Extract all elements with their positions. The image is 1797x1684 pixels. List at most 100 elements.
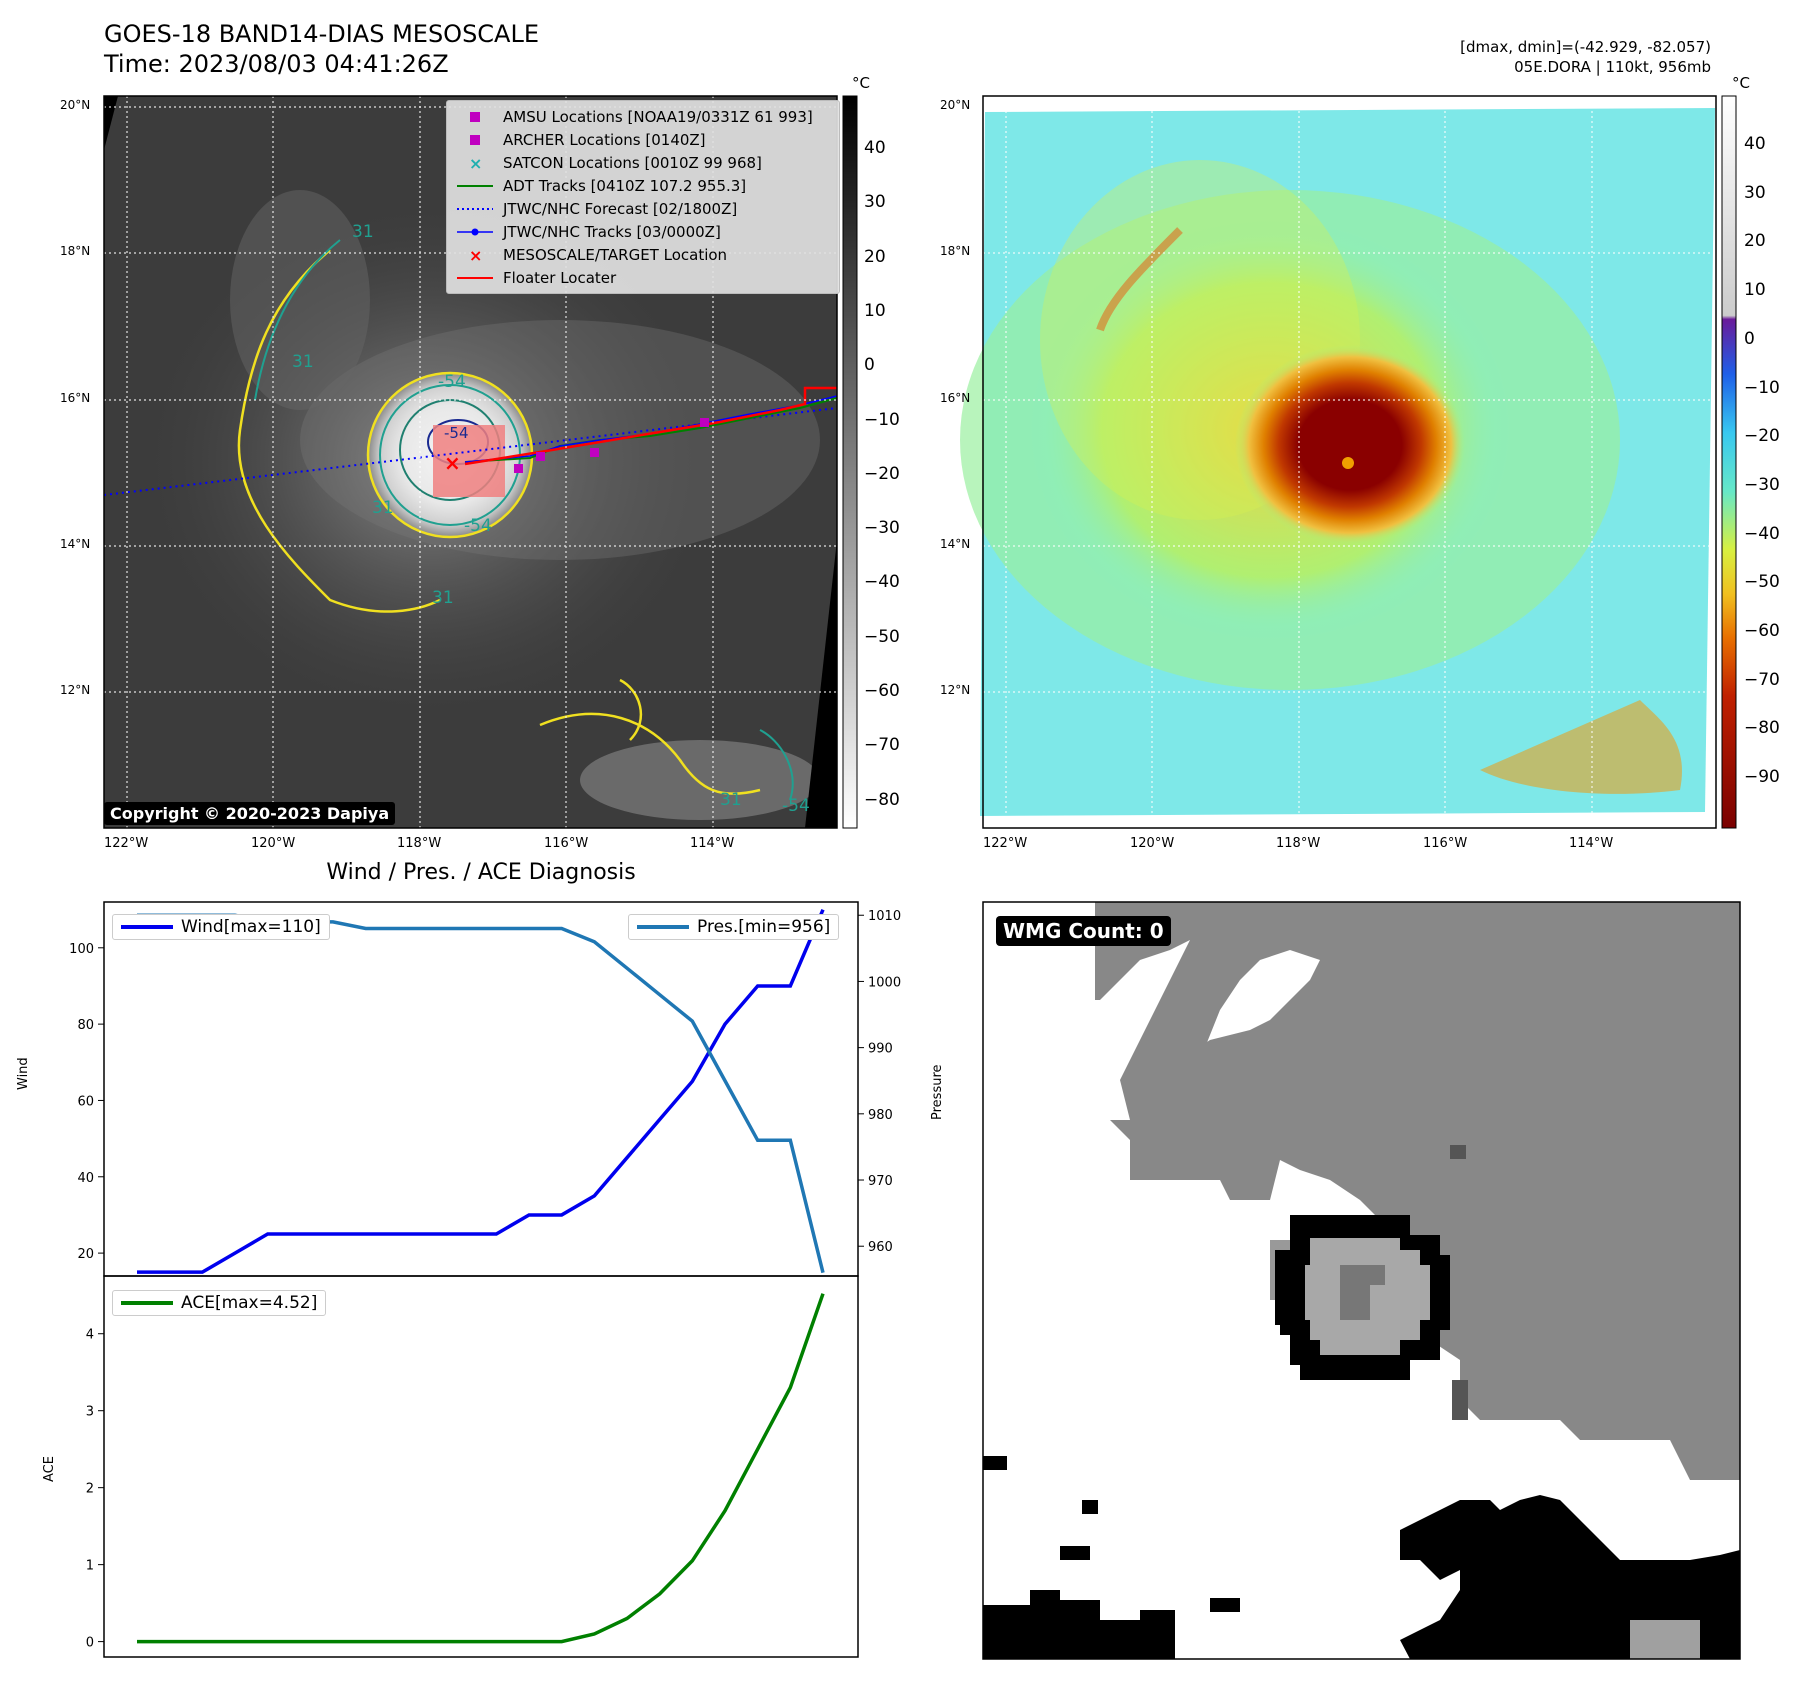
- legend-label: JTWC/NHC Tracks [03/0000Z]: [503, 222, 721, 241]
- colorbar-tick-label: −30: [864, 518, 900, 539]
- wind-tick-label: 20: [77, 1247, 94, 1262]
- lon-label: 114°W: [1569, 836, 1614, 851]
- legend-item-amsu: AMSU Locations [NOAA19/0331Z 61 993]: [455, 105, 831, 128]
- ace-tick-label: 0: [86, 1636, 94, 1651]
- lat-label: 16°N: [940, 391, 971, 405]
- wind-series-line: [137, 908, 825, 1274]
- legend-label: SATCON Locations [0010Z 99 968]: [503, 153, 762, 172]
- lon-label: 114°W: [690, 836, 735, 851]
- pressure-series-line: [137, 913, 825, 1274]
- ace-axis-label: ACE: [42, 1456, 57, 1482]
- legend-label: AMSU Locations [NOAA19/0331Z 61 993]: [503, 107, 813, 126]
- colorbar-tick-label: 30: [864, 192, 886, 213]
- pressure-tick-label: 980: [868, 1108, 893, 1123]
- colorbar-tick-label: −40: [1744, 523, 1780, 544]
- colorbar-tick-label: −60: [1744, 621, 1780, 641]
- lon-label: 116°W: [1423, 836, 1468, 851]
- lon-label: 122°W: [104, 836, 149, 851]
- lat-label: 16°N: [60, 391, 91, 405]
- contour-label: 31: [372, 498, 394, 518]
- colorbar-tick-label: 40: [1744, 134, 1766, 154]
- lon-label: 116°W: [544, 836, 589, 851]
- contour-label: 31: [720, 790, 742, 810]
- wind-legend-label: Wind[max=110]: [181, 917, 321, 937]
- square-marker-icon: [470, 111, 480, 122]
- colorbar-tick-label: −20: [864, 463, 900, 484]
- pressure-tick-label: 1000: [868, 975, 901, 990]
- map-legend: AMSU Locations [NOAA19/0331Z 61 993] ARC…: [446, 100, 840, 294]
- pressure-tick-label: 960: [868, 1240, 893, 1255]
- lat-label: 20°N: [60, 98, 91, 112]
- legend-item-target: × MESOSCALE/TARGET Location: [455, 243, 831, 266]
- color-colorbar-unit: °C: [1732, 74, 1750, 92]
- colorbar-tick-label: 0: [864, 355, 875, 376]
- pressure-tick-label: 990: [868, 1042, 893, 1057]
- legend-item-satcon: × SATCON Locations [0010Z 99 968]: [455, 151, 831, 174]
- pressure-legend-label: Pres.[min=956]: [697, 917, 831, 937]
- colorbar-tick-label: 10: [864, 300, 886, 321]
- colorbar-tick-label: −10: [1744, 377, 1780, 398]
- legend-item-adt: ADT Tracks [0410Z 107.2 955.3]: [455, 174, 831, 197]
- gray-map-lon-labels: 122°W 120°W 118°W 116°W 114°W: [104, 836, 844, 852]
- copyright-badge: Copyright © 2020-2023 Dapiya: [104, 802, 396, 825]
- colorbar-tick-label: −80: [1744, 718, 1780, 739]
- colorbar-tick-label: −70: [1744, 669, 1780, 690]
- legend-label: JTWC/NHC Forecast [02/1800Z]: [503, 199, 738, 218]
- legend-item-archer: ARCHER Locations [0140Z]: [455, 128, 831, 151]
- contour-label: -54: [438, 372, 466, 392]
- pressure-line-swatch: [637, 925, 689, 929]
- colorbar-tick-label: −70: [864, 735, 900, 756]
- colorbar-tick-label: 20: [864, 246, 886, 267]
- wind-line-swatch: [121, 925, 173, 929]
- ace-tick-label: 4: [86, 1328, 94, 1343]
- ace-axes: [103, 1275, 859, 1658]
- lat-label: 18°N: [940, 244, 971, 258]
- legend-label: ARCHER Locations [0140Z]: [503, 130, 706, 149]
- legend-item-forecast: JTWC/NHC Forecast [02/1800Z]: [455, 197, 831, 220]
- contour-label: 31: [432, 588, 454, 608]
- dotted-line-icon: [457, 207, 493, 210]
- ace-legend-label: ACE[max=4.52]: [181, 1293, 318, 1313]
- colorbar-tick-label: 40: [864, 138, 886, 158]
- lat-label: 14°N: [940, 537, 971, 551]
- lon-label: 118°W: [397, 836, 442, 851]
- gray-colorbar-unit: °C: [852, 74, 870, 92]
- colorbar-tick-label: 30: [1744, 182, 1766, 203]
- pressure-axis-label: Pressure: [930, 1064, 945, 1120]
- dot-line-icon: [457, 228, 493, 235]
- wind-tick-label: 80: [77, 1018, 94, 1033]
- diagnosis-title: Wind / Pres. / ACE Diagnosis: [326, 860, 636, 885]
- wind-axis-label: Wind: [16, 1057, 31, 1090]
- svg-text:×: ×: [469, 246, 482, 265]
- ace-line-swatch: [121, 1301, 173, 1305]
- lat-label: 12°N: [940, 683, 971, 697]
- line-marker-icon: [457, 276, 493, 279]
- colorbar-tick-label: −50: [864, 626, 900, 647]
- x-marker-icon: ×: [469, 246, 482, 265]
- colorbar-tick-label: 10: [1744, 280, 1766, 301]
- lat-label: 18°N: [60, 244, 91, 258]
- wind-pres-axes: [103, 901, 859, 1277]
- pressure-tick-label: 1010: [868, 909, 901, 924]
- pressure-legend: Pres.[min=956]: [628, 914, 840, 940]
- legend-item-floater: Floater Locater: [455, 266, 831, 289]
- legend-item-tracks: JTWC/NHC Tracks [03/0000Z]: [455, 220, 831, 243]
- wmg-count-badge: WMG Count: 0: [996, 916, 1171, 946]
- colorbar-tick-label: 20: [1744, 231, 1766, 252]
- color-map-lon-labels: 122°W 120°W 118°W 116°W 114°W: [983, 836, 1723, 852]
- legend-label: ADT Tracks [0410Z 107.2 955.3]: [503, 176, 747, 195]
- colorbar-tick-label: 0: [1744, 328, 1755, 349]
- lon-label: 118°W: [1276, 836, 1321, 851]
- contour-label: -54: [464, 516, 492, 536]
- x-marker-icon: ×: [469, 154, 482, 173]
- colorbar-tick-label: −30: [1744, 474, 1780, 495]
- storm-info-label: 05E.DORA | 110kt, 956mb: [1514, 58, 1711, 76]
- ace-tick-label: 2: [86, 1482, 94, 1497]
- svg-text:×: ×: [469, 154, 482, 173]
- colorbar-tick-label: −60: [864, 681, 900, 701]
- contour-label: -54: [444, 424, 469, 442]
- contour-label: 31: [352, 222, 374, 242]
- pressure-tick-label: 970: [868, 1174, 893, 1189]
